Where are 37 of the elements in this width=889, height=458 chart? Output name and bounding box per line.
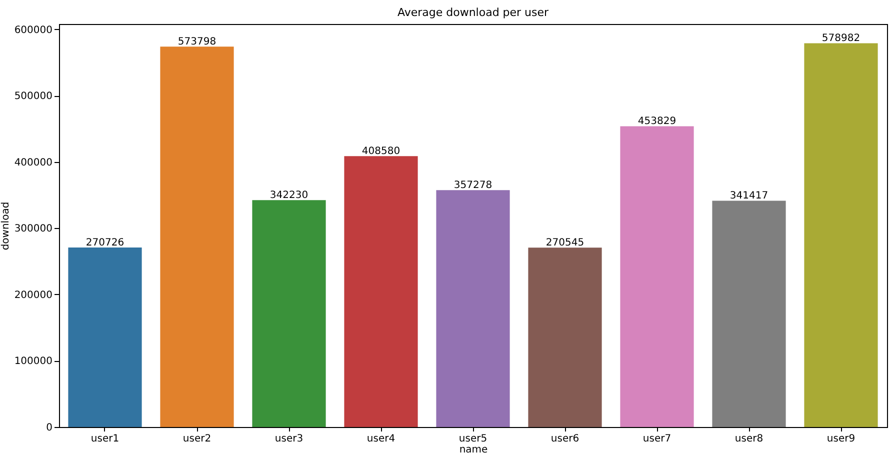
- y-tick-label: 0: [46, 422, 52, 434]
- y-axis-title: download: [0, 202, 12, 250]
- y-tick-label: 600000: [14, 24, 52, 36]
- y-tick-label: 500000: [14, 91, 52, 102]
- data-label: 270726: [86, 238, 124, 249]
- chart-title: Average download per user: [397, 6, 550, 19]
- bar: [160, 46, 234, 427]
- bar: [804, 43, 878, 427]
- data-label: 357278: [454, 180, 492, 192]
- bar: [252, 200, 326, 427]
- y-tick-label: 200000: [14, 290, 52, 301]
- bar: [68, 248, 142, 427]
- x-tick-label: user3: [274, 434, 304, 444]
- bar: [528, 248, 602, 427]
- x-tick-label: user2: [182, 434, 212, 444]
- y-tick-label: 300000: [14, 224, 52, 235]
- x-tick-label: user6: [550, 434, 580, 444]
- x-tick-label: user7: [642, 434, 672, 444]
- x-axis-title: name: [459, 444, 488, 456]
- bar: [620, 126, 694, 427]
- data-label: 270545: [546, 238, 584, 249]
- data-label: 342230: [270, 190, 308, 202]
- x-tick-label: user9: [826, 434, 856, 444]
- x-tick-label: user1: [90, 434, 120, 444]
- bar: [344, 156, 418, 427]
- x-tick-label: user5: [458, 434, 488, 444]
- data-label: 408580: [362, 146, 400, 158]
- bar: [712, 200, 786, 427]
- data-label: 573798: [178, 36, 216, 48]
- y-tick-label: 400000: [14, 157, 52, 168]
- bar: [436, 190, 510, 427]
- data-label: 453829: [638, 116, 676, 128]
- data-label: 341417: [730, 190, 768, 202]
- data-label: 578982: [822, 33, 860, 44]
- x-tick-label: user4: [366, 434, 396, 444]
- x-tick-label: user8: [734, 434, 764, 444]
- y-tick-label: 100000: [14, 356, 52, 368]
